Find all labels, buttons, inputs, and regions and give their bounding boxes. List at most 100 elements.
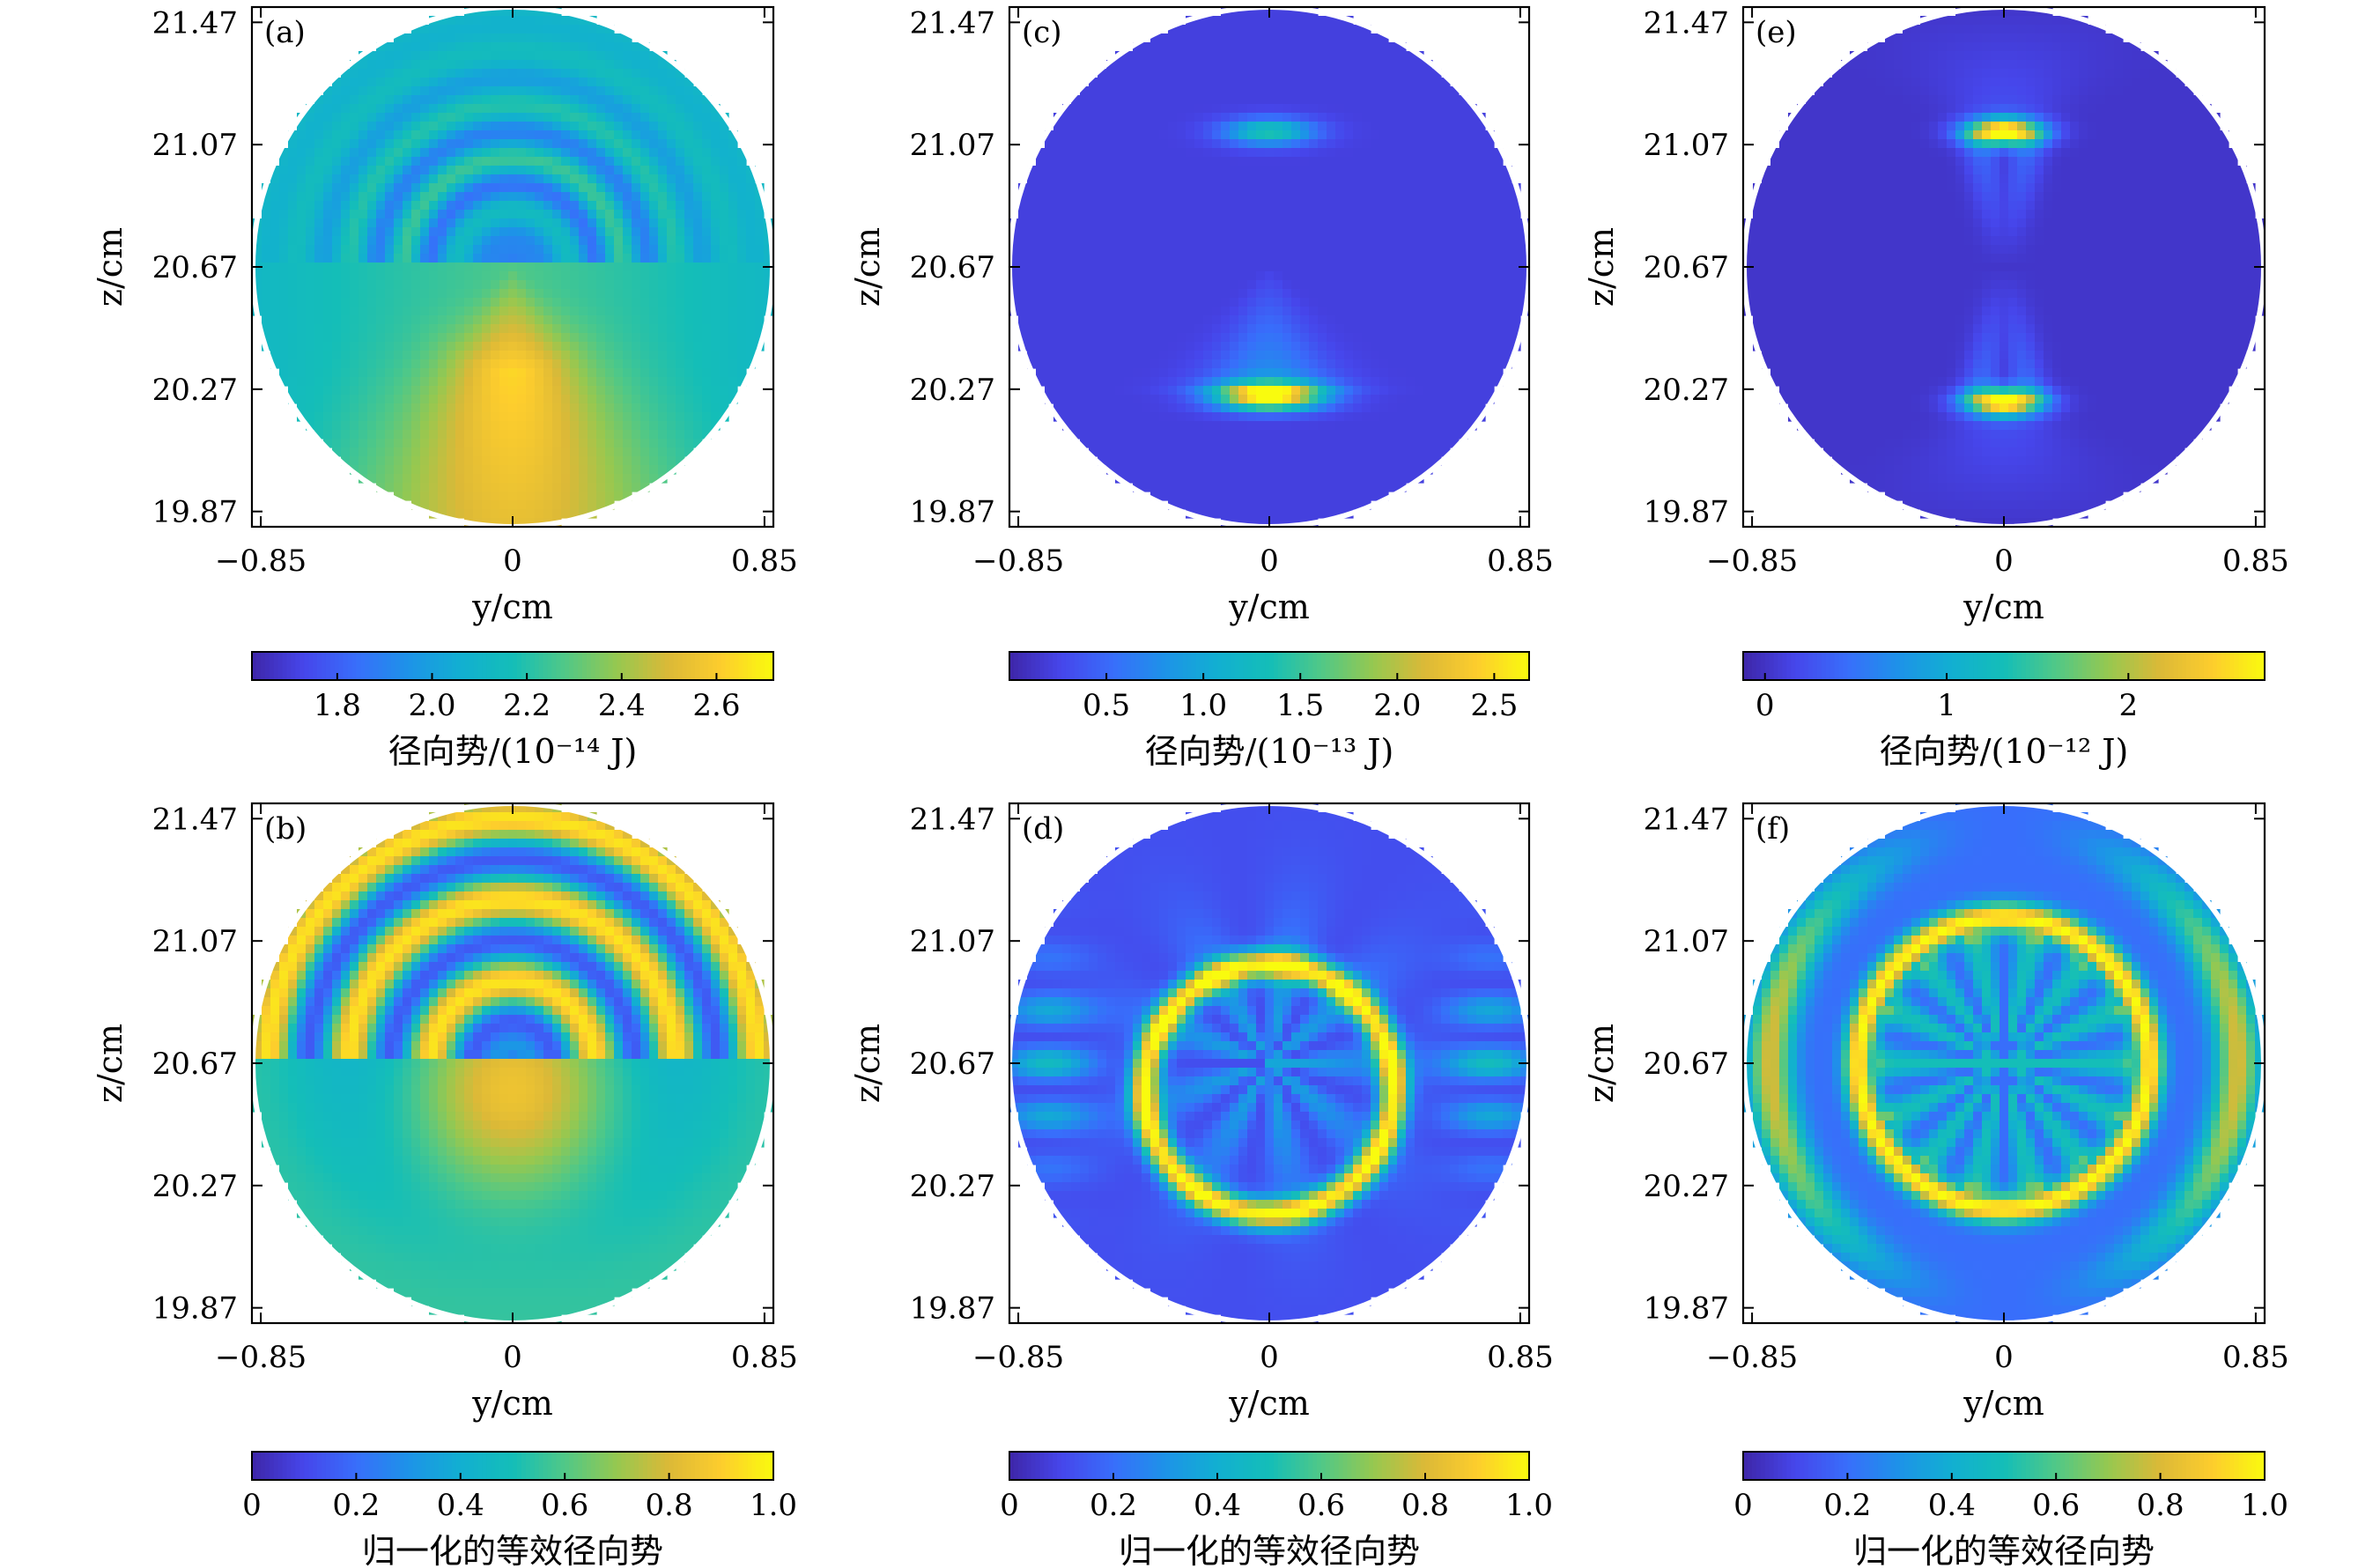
heatmap-cell <box>1520 280 1530 290</box>
heatmap-cell <box>1045 298 1054 307</box>
heatmap-cell <box>711 245 721 255</box>
heatmap-cell <box>1124 166 1134 175</box>
heatmap-cell <box>341 333 351 343</box>
heatmap-cell <box>1397 280 1407 290</box>
heatmap-cell <box>1379 95 1389 105</box>
heatmap-cell <box>1089 227 1098 237</box>
heatmap-cell <box>314 351 324 360</box>
heatmap-cell <box>367 157 377 166</box>
heatmap-cell <box>429 218 439 228</box>
heatmap-cell <box>262 245 271 255</box>
heatmap-cell <box>332 227 342 237</box>
heatmap-cell <box>1397 342 1407 351</box>
heatmap-cell <box>1159 254 1169 263</box>
heatmap-cell <box>1432 324 1442 334</box>
heatmap-cell <box>711 333 721 343</box>
heatmap-cell <box>543 421 553 431</box>
heatmap-cell <box>1265 51 1275 61</box>
heatmap-cell <box>1450 122 1460 131</box>
heatmap-cell <box>1071 174 1081 184</box>
heatmap-cell <box>262 324 271 334</box>
heatmap-cell <box>1397 148 1407 158</box>
heatmap-cell <box>403 483 412 492</box>
heatmap-cell <box>429 174 439 184</box>
heatmap-cell <box>1194 368 1204 378</box>
heatmap-cell <box>367 403 377 413</box>
heatmap-cell <box>1441 122 1451 131</box>
heatmap-cell <box>508 104 518 114</box>
heatmap-cell <box>464 60 474 70</box>
heatmap-cell <box>1256 271 1266 281</box>
heatmap-cell <box>552 95 562 105</box>
heatmap-cell <box>614 359 624 369</box>
heatmap-cell <box>1459 157 1468 166</box>
heatmap-cell <box>579 33 588 43</box>
heatmap-cell <box>614 218 624 228</box>
heatmap-cell <box>1503 351 1512 360</box>
heatmap-cell <box>1256 368 1266 378</box>
heatmap-cell <box>1494 218 1504 228</box>
heatmap-cell <box>1150 42 1160 52</box>
heatmap-cell <box>1441 236 1451 246</box>
heatmap-cell <box>403 307 412 316</box>
colorbar-segment <box>491 652 496 680</box>
heatmap-cell <box>667 368 676 378</box>
heatmap-cell <box>1036 377 1046 387</box>
heatmap-cell <box>376 254 386 263</box>
heatmap-cell <box>438 86 447 96</box>
heatmap-cell <box>1274 42 1283 52</box>
heatmap-cell <box>1353 298 1363 307</box>
heatmap-cell <box>1300 183 1310 193</box>
heatmap-cell <box>306 386 315 396</box>
heatmap-cell <box>728 271 738 281</box>
heatmap-cell <box>1309 359 1319 369</box>
heatmap-cell <box>1503 307 1512 316</box>
heatmap-cell <box>1194 16 1204 26</box>
heatmap-cell <box>1415 192 1424 202</box>
heatmap-cell <box>1512 280 1521 290</box>
heatmap-cell <box>341 368 351 378</box>
heatmap-cell <box>1450 324 1460 334</box>
heatmap-cell <box>588 227 597 237</box>
heatmap-cell <box>1485 298 1495 307</box>
heatmap-cell <box>614 245 624 255</box>
heatmap-cell <box>350 122 359 131</box>
heatmap-cell <box>1459 271 1468 281</box>
heatmap-cell <box>1142 359 1151 369</box>
heatmap-cell <box>1150 113 1160 122</box>
heatmap-cell <box>464 157 474 166</box>
heatmap-cell <box>640 122 650 131</box>
heatmap-cell <box>482 60 492 70</box>
heatmap-cell <box>341 95 351 105</box>
heatmap-cell <box>1045 280 1054 290</box>
heatmap-cell <box>570 263 580 272</box>
heatmap-cell <box>1115 166 1125 175</box>
heatmap-cell <box>755 271 765 281</box>
heatmap-cell <box>1080 210 1090 219</box>
heatmap-cell <box>491 227 500 237</box>
heatmap-cell <box>693 359 703 369</box>
heatmap-cell <box>1476 280 1486 290</box>
heatmap-cell <box>667 95 676 105</box>
heatmap-cell <box>535 33 544 43</box>
heatmap-cell <box>517 130 527 140</box>
colorbar-segment <box>556 652 561 680</box>
heatmap-cell <box>1441 298 1451 307</box>
heatmap-cell <box>526 315 536 325</box>
heatmap-cell <box>1098 351 1107 360</box>
heatmap-cell <box>535 104 544 114</box>
heatmap-cell <box>1362 227 1371 237</box>
heatmap-cell <box>1124 324 1134 334</box>
heatmap-cell <box>367 174 377 184</box>
heatmap-cell <box>1133 86 1142 96</box>
heatmap-cell <box>1476 245 1486 255</box>
heatmap-cell <box>403 113 412 122</box>
heatmap-cell <box>1309 324 1319 334</box>
heatmap-cell <box>491 42 500 52</box>
heatmap-cell <box>1432 183 1442 193</box>
heatmap-cell <box>746 236 756 246</box>
heatmap-cell <box>429 210 439 219</box>
heatmap-cell <box>455 386 465 396</box>
heatmap-cell <box>1238 271 1248 281</box>
heatmap-cell <box>746 166 756 175</box>
